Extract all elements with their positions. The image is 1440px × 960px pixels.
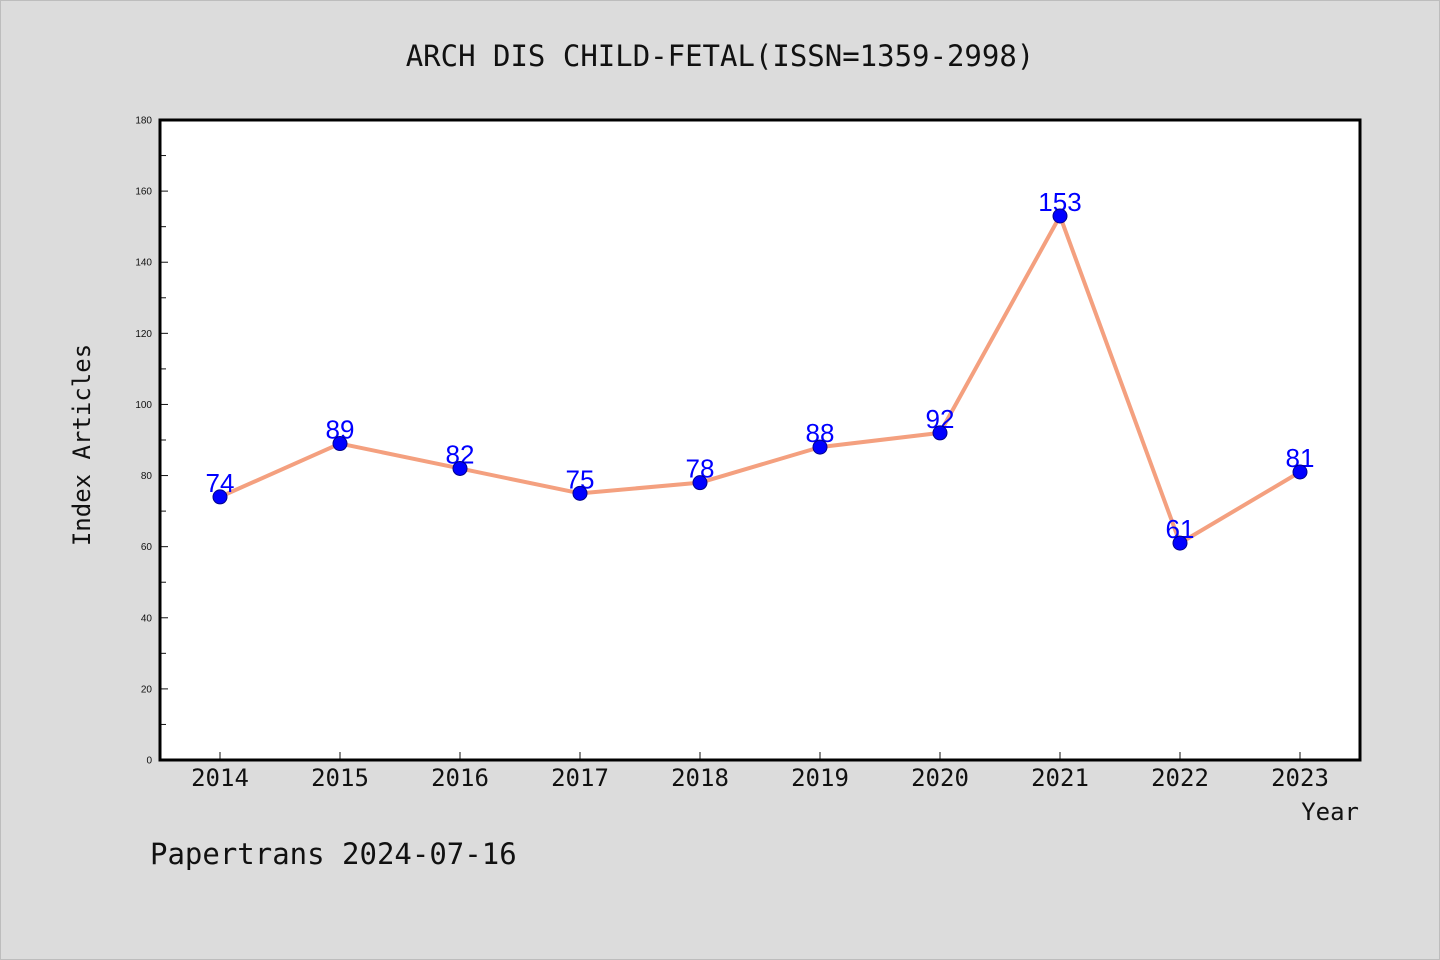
data-point	[332, 436, 348, 452]
data-point	[812, 439, 828, 455]
y-tick-label: 60	[141, 542, 153, 553]
y-axis-label: Index Articles	[68, 344, 96, 546]
x-axis-label: Year	[1301, 798, 1359, 826]
x-tick-label: 2023	[1271, 764, 1329, 792]
credit-text: Papertrans 2024-07-16	[150, 837, 517, 871]
data-point	[1052, 208, 1068, 224]
data-point	[1292, 464, 1308, 480]
chart-title: ARCH DIS CHILD-FETAL(ISSN=1359-2998)	[406, 39, 1035, 73]
series-line	[218, 214, 1302, 546]
data-point	[692, 475, 708, 491]
plot-area: 0 20 40 60 80 100 120 140 160 180 2014 2015 2016 2017…	[135, 116, 1362, 792]
y-tick-label: 180	[135, 116, 152, 127]
x-tick-label: 2018	[671, 764, 729, 792]
x-tick-label: 2016	[431, 764, 489, 792]
y-tick-label: 40	[141, 613, 153, 624]
data-point	[932, 425, 948, 441]
y-tick-label: 120	[135, 329, 152, 340]
x-tick-label: 2015	[311, 764, 369, 792]
y-tick-label: 140	[135, 258, 152, 269]
x-tick-label: 2020	[911, 764, 969, 792]
y-tick-label: 0	[146, 756, 152, 767]
x-tick-label: 2022	[1151, 764, 1209, 792]
y-tick-label: 100	[135, 400, 152, 411]
plot-frame	[158, 118, 1362, 762]
x-tick-label: 2014	[191, 764, 249, 792]
x-tick-label: 2021	[1031, 764, 1089, 792]
data-point	[212, 489, 228, 505]
y-tick-label: 160	[135, 187, 152, 198]
data-point	[572, 485, 588, 501]
plot-background	[160, 120, 1360, 760]
x-tick-label: 2017	[551, 764, 609, 792]
y-tick-label: 80	[141, 471, 153, 482]
data-point	[1172, 535, 1188, 551]
data-point	[452, 460, 468, 476]
y-tick-label: 20	[141, 684, 153, 695]
x-tick-label: 2019	[791, 764, 849, 792]
